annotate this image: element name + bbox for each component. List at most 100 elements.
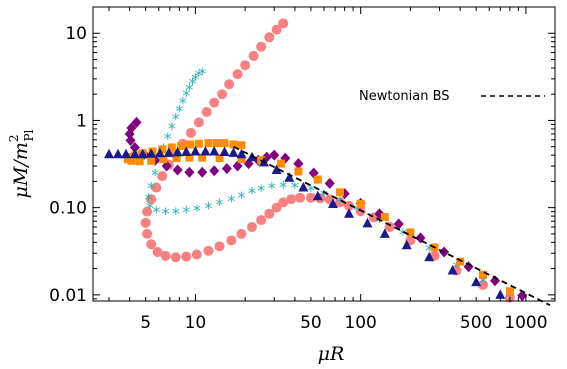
data-point-circle — [232, 69, 243, 80]
y-tick-label: 10 — [65, 24, 87, 44]
data-point-star: * — [193, 201, 201, 220]
data-point-triangle — [181, 146, 192, 156]
data-point-square — [158, 145, 167, 154]
data-point-diamond — [269, 149, 280, 161]
data-point-star: * — [375, 212, 383, 231]
data-point-circle — [152, 246, 163, 257]
data-point-diamond — [324, 177, 335, 189]
data-point-star: * — [146, 199, 154, 218]
data-point-square — [212, 139, 221, 148]
data-point-triangle — [154, 147, 165, 158]
data-point-star: * — [257, 181, 265, 200]
data-point-triangle — [228, 147, 239, 157]
data-point-star: * — [182, 86, 190, 105]
data-point-circle — [264, 32, 275, 43]
data-point-circle — [271, 24, 282, 35]
data-point-square — [380, 213, 389, 222]
data-point-circle — [264, 208, 275, 219]
data-point-star: * — [227, 192, 235, 211]
data-point-circle — [224, 79, 235, 90]
data-point-square — [229, 140, 238, 149]
data-point-square — [478, 270, 487, 279]
newtonian-reference-layer — [233, 145, 551, 307]
data-point-star: * — [198, 64, 206, 83]
y-axis-title-main: μM/m — [10, 142, 32, 198]
data-point-circle — [146, 239, 157, 250]
data-point-diamond — [161, 160, 172, 172]
data-point-square — [215, 154, 224, 163]
data-point-circle — [170, 252, 181, 263]
data-point-circle — [286, 194, 297, 205]
data-point-square — [159, 155, 168, 164]
data-point-star: * — [399, 225, 407, 244]
data-point-circle — [335, 197, 346, 208]
data-point-diamond — [129, 141, 140, 153]
data-point-star: * — [307, 181, 315, 200]
data-point-triangle — [471, 276, 482, 287]
data-point-circle — [246, 221, 257, 232]
data-point-star: * — [205, 199, 213, 218]
data-point-triangle — [137, 148, 148, 159]
data-point-star: * — [248, 183, 256, 202]
data-point-triangle — [379, 228, 390, 238]
data-point-square — [356, 200, 365, 209]
y-axis-title: μM/m2Pl — [7, 129, 36, 198]
data-point-square — [135, 157, 144, 166]
legend-label: Newtonian BS — [359, 89, 450, 104]
data-point-star: * — [188, 74, 196, 93]
data-point-star: * — [320, 186, 328, 205]
legend: Newtonian BS — [359, 89, 545, 104]
data-point-square — [456, 257, 465, 266]
data-point-circle — [157, 171, 168, 182]
data-point-circle — [185, 127, 196, 138]
data-point-triangle — [236, 148, 247, 159]
data-point-star: * — [279, 177, 287, 196]
data-point-star: * — [147, 179, 155, 198]
data-point-triangle — [200, 146, 211, 156]
data-point-square — [127, 156, 136, 165]
data-point-triangle — [163, 147, 174, 157]
data-point-circle — [343, 200, 354, 211]
data-point-diamond — [197, 166, 208, 178]
x-tick-label: 5 — [140, 313, 151, 333]
data-point-circle — [181, 251, 192, 262]
y-axis-title-sub: Pl — [22, 129, 36, 141]
data-point-star: * — [172, 110, 180, 129]
data-point-circle — [151, 182, 162, 193]
data-point-triangle — [219, 146, 230, 156]
data-point-square — [313, 175, 322, 184]
data-point-square — [147, 156, 156, 165]
data-point-circle — [278, 18, 289, 29]
x-tick-label: 500 — [460, 313, 492, 333]
data-point-star: * — [353, 201, 361, 220]
data-point-circle — [226, 235, 237, 246]
data-point-diamond — [125, 134, 136, 146]
data-point-diamond — [172, 164, 183, 176]
data-point-star: * — [506, 287, 514, 306]
data-point-diamond — [293, 158, 304, 170]
data-point-diamond — [209, 165, 220, 177]
series-triangle — [104, 146, 506, 299]
data-point-star: * — [185, 80, 193, 99]
data-point-circle — [248, 50, 259, 61]
data-point-circle — [240, 60, 251, 71]
data-point-triangle — [112, 148, 123, 159]
data-point-triangle — [172, 146, 183, 157]
data-point-circle — [160, 250, 171, 261]
data-point-square — [505, 287, 514, 296]
data-point-diamond — [126, 122, 137, 134]
data-point-triangle — [424, 251, 435, 262]
newtonian-bs-line — [233, 145, 551, 307]
data-point-star: * — [152, 203, 160, 222]
x-tick-label: 50 — [300, 313, 322, 333]
data-point-star: * — [452, 258, 460, 277]
data-point-square — [294, 167, 303, 176]
data-point-square — [167, 143, 176, 152]
data-point-diamond — [232, 160, 243, 172]
data-point-triangle — [129, 148, 140, 159]
axis-ticks-layer — [93, 6, 555, 301]
data-series-layer: ***************** * * * * * * * * * * * * * * * * *******… — [104, 18, 528, 306]
y-axis-title-sup: 2 — [7, 135, 21, 143]
x-tick-label: 1000 — [504, 313, 547, 333]
